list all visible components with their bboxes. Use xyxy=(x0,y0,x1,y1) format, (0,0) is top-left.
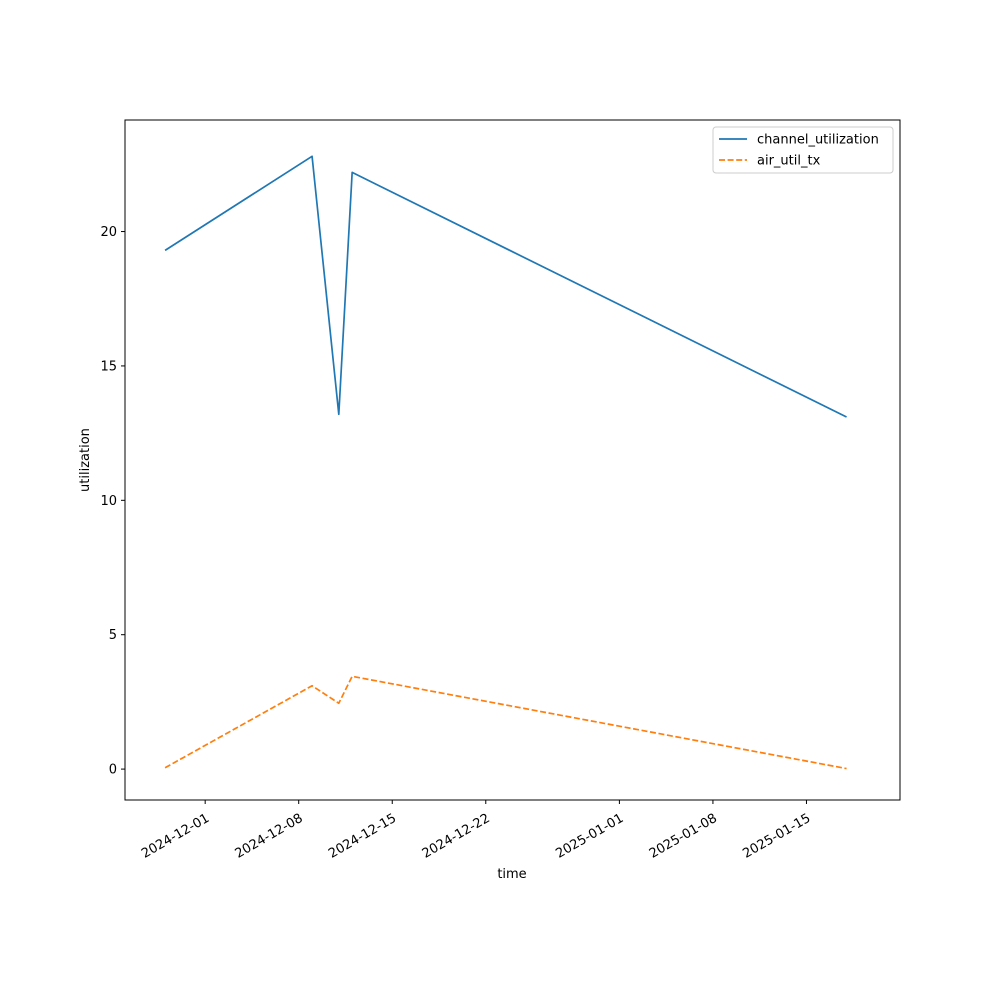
y-tick-label: 15 xyxy=(100,359,117,374)
x-tick-label: 2025-01-01 xyxy=(553,811,626,862)
legend-label: air_util_tx xyxy=(757,154,821,169)
legend-box xyxy=(712,126,894,174)
y-tick-label: 20 xyxy=(100,225,117,240)
y-tick-label: 10 xyxy=(100,494,117,509)
x-tick-label: 2025-01-15 xyxy=(740,811,813,862)
x-tick-label: 2024-12-01 xyxy=(139,811,212,862)
legend-label: channel_utilization xyxy=(757,133,879,148)
y-tick-label: 5 xyxy=(109,628,117,643)
legend: channel_utilization air_util_tx xyxy=(712,126,894,174)
plot-area xyxy=(124,119,901,801)
x-tick-label: 2024-12-08 xyxy=(233,811,306,862)
x-tick-label: 2024-12-15 xyxy=(326,811,399,862)
x-tick-label: 2025-01-08 xyxy=(647,811,720,862)
series-line-channel-utilization xyxy=(164,155,847,418)
series-line-air-util-tx xyxy=(164,675,847,770)
plot-frame xyxy=(124,119,901,801)
y-tick-label: 0 xyxy=(109,763,117,778)
x-tick-label: 2024-12-22 xyxy=(420,811,493,862)
x-axis-label: time xyxy=(497,867,526,882)
series-layer xyxy=(164,155,847,770)
y-axis-label: utilization xyxy=(78,428,93,492)
